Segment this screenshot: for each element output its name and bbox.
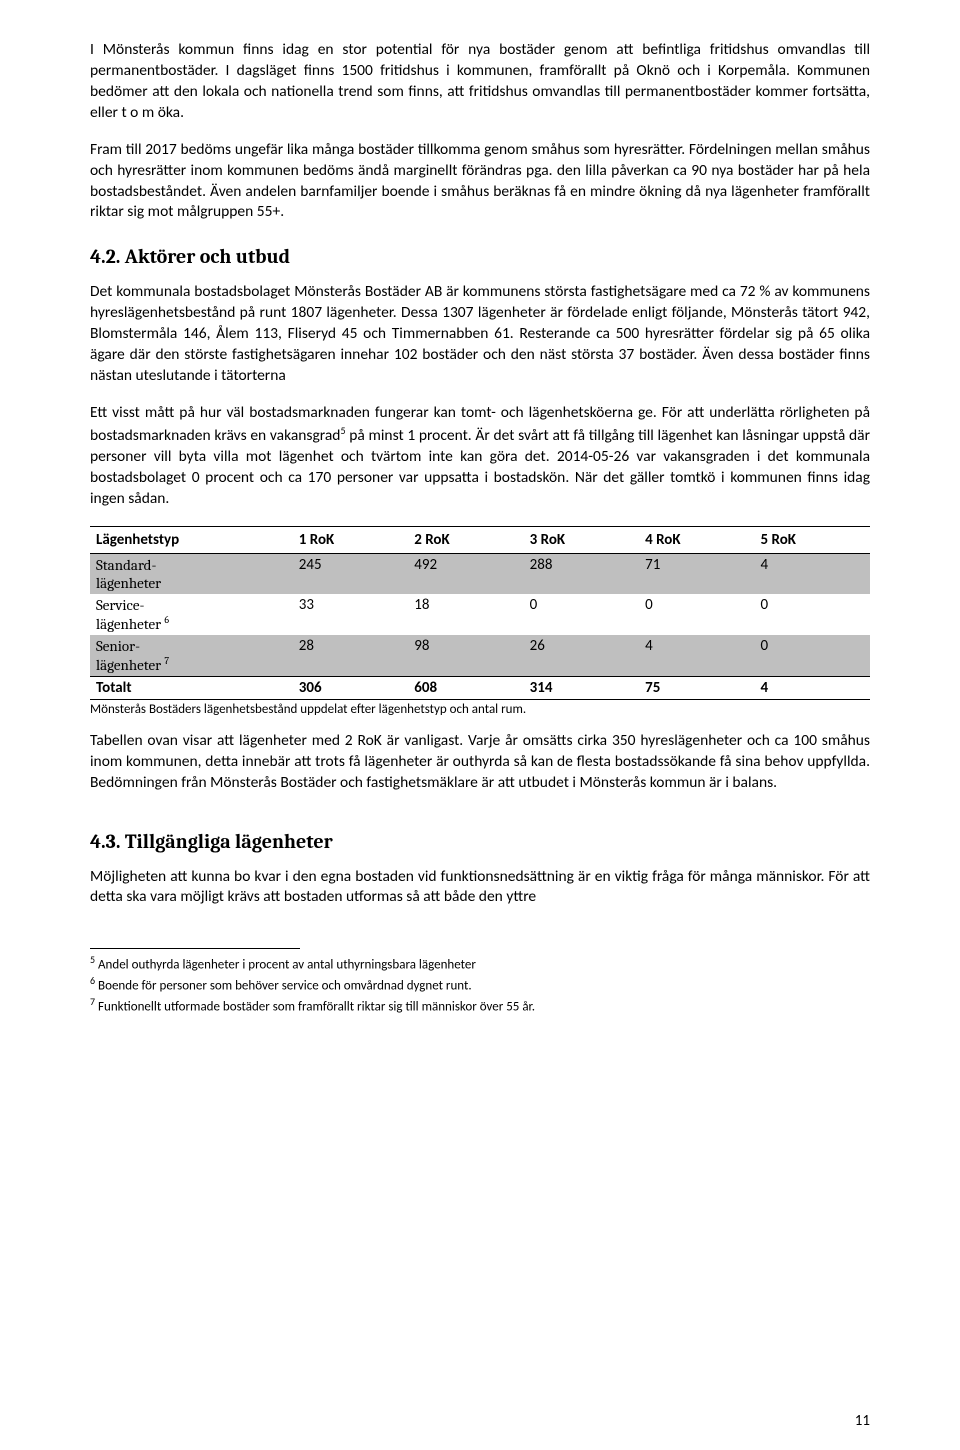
footnote-text: Boende för personer som behöver service … [95,979,472,994]
table-cell: 26 [524,635,639,677]
footnote-separator [90,948,300,949]
document-page: I Mönsterås kommun finns idag en stor po… [0,0,960,1450]
row-label: Senior- lägenheter 7 [90,635,293,677]
paragraph: Ett visst mått på hur väl bostadsmarknad… [90,403,870,510]
table-cell: 71 [639,553,754,594]
table-cell: 4 [755,553,870,594]
table-header: 2 RoK [408,526,523,553]
label-text: Service- lägenheter [96,596,164,633]
table-header-row: Lägenhetstyp 1 RoK 2 RoK 3 RoK 4 RoK 5 R… [90,526,870,553]
section-heading-4-2: 4.2. Aktörer och utbud [90,245,870,268]
table-row: Senior- lägenheter 7 28 98 26 4 0 [90,635,870,677]
table-cell: 4 [755,676,870,699]
table-cell: 492 [408,553,523,594]
table-header: Lägenhetstyp [90,526,293,553]
section-heading-4-3: 4.3. Tillgängliga lägenheter [90,830,870,853]
table-cell: 0 [755,594,870,635]
apartments-table: Lägenhetstyp 1 RoK 2 RoK 3 RoK 4 RoK 5 R… [90,526,870,700]
table-cell: 608 [408,676,523,699]
table-cell: 0 [755,635,870,677]
footnote-6: 6 Boende för personer som behöver servic… [90,974,870,995]
page-number: 11 [855,1412,870,1430]
paragraph: Tabellen ovan visar att lägenheter med 2… [90,731,870,794]
row-label: Service- lägenheter 6 [90,594,293,635]
label-text: Standard- lägenheter [96,556,161,592]
table-header: 1 RoK [293,526,408,553]
table-header: 4 RoK [639,526,754,553]
footnote-text: Andel outhyrda lägenheter i procent av a… [95,958,476,973]
footnote-ref-7: 7 [164,655,169,667]
paragraph: Möjligheten att kunna bo kvar i den egna… [90,867,870,909]
table-header: 3 RoK [524,526,639,553]
table-cell: 306 [293,676,408,699]
table-cell: 0 [524,594,639,635]
table-cell: 98 [408,635,523,677]
footnote-5: 5 Andel outhyrda lägenheter i procent av… [90,953,870,974]
row-label: Standard- lägenheter [90,553,293,594]
footnote-text: Funktionellt utformade bostäder som fram… [95,999,535,1014]
table-cell: 4 [639,635,754,677]
table-cell: 314 [524,676,639,699]
table-cell: 28 [293,635,408,677]
paragraph: I Mönsterås kommun finns idag en stor po… [90,40,870,124]
table-header: 5 RoK [755,526,870,553]
table-cell: 75 [639,676,754,699]
table-totals-row: Totalt 306 608 314 75 4 [90,676,870,699]
totals-label: Totalt [90,676,293,699]
table-cell: 245 [293,553,408,594]
table-row: Standard- lägenheter 245 492 288 71 4 [90,553,870,594]
paragraph: Det kommunala bostadsbolaget Mönsterås B… [90,282,870,387]
table-row: Service- lägenheter 6 33 18 0 0 0 [90,594,870,635]
paragraph: Fram till 2017 bedöms ungefär lika många… [90,140,870,224]
table-cell: 0 [639,594,754,635]
label-text: Senior- lägenheter [96,637,164,674]
footnote-ref-6: 6 [164,614,169,626]
table-cell: 33 [293,594,408,635]
table-cell: 288 [524,553,639,594]
table-cell: 18 [408,594,523,635]
footnote-7: 7 Funktionellt utformade bostäder som fr… [90,995,870,1016]
table-caption: Mönsterås Bostäders lägenhetsbestånd upp… [90,702,870,717]
